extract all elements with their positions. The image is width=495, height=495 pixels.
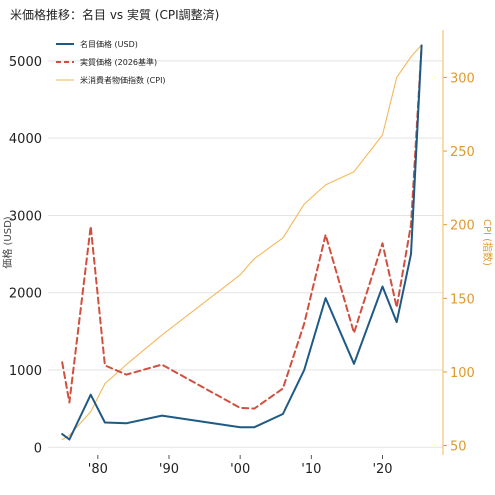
y-tick-label-right: 50 xyxy=(450,440,467,455)
x-tick-label: '20 xyxy=(372,462,392,477)
y-tick-label-right: 100 xyxy=(450,366,475,381)
y-tick-label-left: 1000 xyxy=(9,364,42,379)
y-tick-label-left: 0 xyxy=(34,441,42,456)
y-tick-label-left: 4000 xyxy=(9,132,42,147)
legend-label: 実質価格 (2026基準) xyxy=(80,57,157,67)
y-tick-label-left: 5000 xyxy=(9,55,42,70)
y-tick-label-left: 3000 xyxy=(9,209,42,224)
y-tick-label-right: 150 xyxy=(450,292,475,307)
x-tick-label: '10 xyxy=(301,462,321,477)
series-line-0 xyxy=(61,44,423,441)
y-tick-label-right: 300 xyxy=(450,71,475,86)
x-tick-label: '90 xyxy=(159,462,179,477)
y-axis-label-right: CPI (指数) xyxy=(481,219,494,266)
y-tick-label-left: 2000 xyxy=(9,287,42,302)
chart-title: 米価格推移：名目 vs 実質 (CPI調整済) xyxy=(10,8,220,22)
legend-label: 米消費者物価指数 (CPI) xyxy=(80,75,166,85)
y-tick-label-right: 250 xyxy=(450,145,475,160)
x-tick-label: '80 xyxy=(88,462,108,477)
y-axis-label-left: 価格 (USD) xyxy=(1,216,14,268)
y-tick-label-right: 200 xyxy=(450,219,475,234)
series-line-2 xyxy=(61,44,423,441)
legend-label: 名目価格 (USD) xyxy=(80,39,138,49)
x-tick-label: '00 xyxy=(230,462,250,477)
series-line-1 xyxy=(61,44,423,410)
